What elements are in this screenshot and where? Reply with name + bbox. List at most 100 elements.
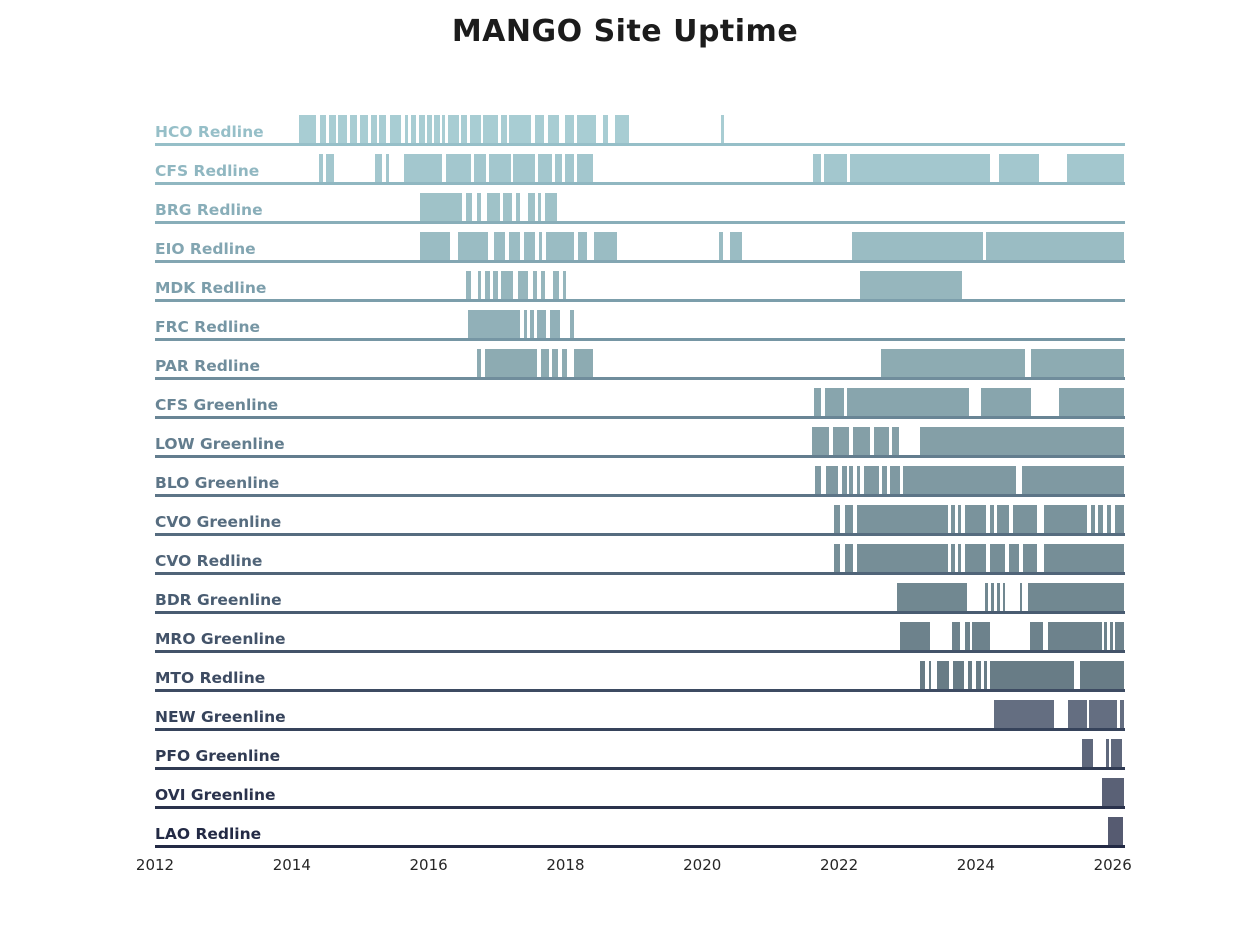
site-label: OVI Greenline: [155, 786, 276, 804]
uptime-bar-segment: [881, 349, 1026, 377]
uptime-bar-segment: [410, 115, 417, 143]
uptime-bar-segment: [967, 661, 973, 689]
site-label: LAO Redline: [155, 825, 262, 843]
row-baseline: [155, 338, 1125, 341]
uptime-bar-segment: [574, 349, 593, 377]
uptime-bar-segment: [371, 115, 378, 143]
uptime-bar-segment: [553, 271, 559, 299]
uptime-bar-segment: [990, 583, 994, 611]
site-label: BDR Greenline: [155, 591, 282, 609]
chart-title: MANGO Site Uptime: [451, 14, 799, 49]
uptime-bar-segment: [549, 310, 560, 338]
uptime-bar-segment: [434, 115, 440, 143]
uptime-bar-segment: [718, 232, 724, 260]
uptime-bar-segment: [1102, 778, 1124, 806]
x-tick-label: 2016: [409, 856, 448, 874]
site-label: MRO Greenline: [155, 630, 286, 648]
uptime-bar-segment: [537, 310, 547, 338]
site-label: CVO Greenline: [155, 513, 282, 531]
uptime-bar-segment: [419, 193, 463, 221]
site-label: EIO Redline: [155, 240, 256, 258]
uptime-bar-segment: [540, 271, 545, 299]
uptime-bar-segment: [349, 115, 357, 143]
uptime-bar-segment: [570, 310, 574, 338]
x-tick-label: 2022: [819, 856, 859, 874]
uptime-bar-segment: [501, 115, 507, 143]
uptime-bar-segment: [523, 232, 536, 260]
uptime-bar-segment: [477, 271, 482, 299]
uptime-bar-segment: [1114, 505, 1125, 533]
uptime-bar-segment: [842, 466, 847, 494]
site-label: HCO Redline: [155, 123, 264, 141]
uptime-bar-segment: [465, 271, 472, 299]
uptime-bar-segment: [476, 193, 482, 221]
uptime-bar-segment: [614, 115, 630, 143]
uptime-bar-segment: [562, 349, 568, 377]
uptime-bar-segment: [390, 115, 402, 143]
uptime-bar-segment: [469, 115, 481, 143]
x-tick-label: 2018: [546, 856, 585, 874]
uptime-bar-segment: [1119, 700, 1124, 728]
uptime-bar-segment: [1008, 544, 1019, 572]
uptime-bar-segment: [889, 466, 900, 494]
uptime-bar-segment: [545, 232, 574, 260]
x-tick-label: 2012: [135, 856, 175, 874]
uptime-bar-segment: [328, 115, 336, 143]
uptime-bar-segment: [999, 154, 1039, 182]
uptime-bar-segment: [964, 622, 970, 650]
row-baseline: [155, 689, 1125, 692]
uptime-bar-segment: [729, 232, 742, 260]
uptime-bar-segment: [849, 466, 854, 494]
uptime-bar-segment: [833, 544, 841, 572]
uptime-bar-segment: [509, 115, 532, 143]
uptime-bar-segment: [1023, 544, 1038, 572]
uptime-bar-segment: [1111, 739, 1122, 767]
uptime-bar-segment: [513, 154, 536, 182]
uptime-bar-segment: [493, 232, 505, 260]
uptime-bar-segment: [928, 661, 932, 689]
x-tick-label: 2026: [1093, 856, 1132, 874]
uptime-bar-segment: [847, 388, 970, 416]
row-baseline: [155, 377, 1125, 380]
uptime-bar-segment: [824, 388, 844, 416]
site-label: BRG Redline: [155, 201, 263, 219]
uptime-bar-segment: [826, 466, 839, 494]
uptime-bar-segment: [952, 661, 965, 689]
uptime-bar-segment: [562, 271, 567, 299]
site-label: PAR Redline: [155, 357, 260, 375]
uptime-bar-segment: [989, 544, 1006, 572]
uptime-bar-segment: [863, 466, 879, 494]
uptime-bar-segment: [404, 115, 409, 143]
uptime-bar-segment: [458, 232, 489, 260]
uptime-bar-segment: [997, 583, 1000, 611]
row-baseline: [155, 767, 1125, 770]
uptime-bar-segment: [936, 661, 950, 689]
uptime-bar-segment: [528, 193, 536, 221]
uptime-bar-segment: [420, 232, 450, 260]
uptime-bar-segment: [1114, 622, 1125, 650]
uptime-bar-segment: [577, 115, 597, 143]
uptime-bar-segment: [873, 427, 889, 455]
x-tick-label: 2020: [683, 856, 722, 874]
row-baseline: [155, 416, 1125, 419]
uptime-bar-segment: [1066, 154, 1125, 182]
uptime-bar-segment: [532, 271, 537, 299]
uptime-bar-segment: [832, 427, 849, 455]
uptime-bar-segment: [379, 115, 387, 143]
uptime-bar-segment: [538, 154, 552, 182]
uptime-bar-segment: [975, 661, 982, 689]
uptime-bar-segment: [508, 232, 520, 260]
uptime-bar-segment: [824, 154, 847, 182]
uptime-bar-segment: [951, 622, 961, 650]
row-baseline: [155, 728, 1125, 731]
uptime-bar-segment: [1059, 388, 1125, 416]
uptime-bar-segment: [811, 427, 830, 455]
uptime-bar-segment: [972, 622, 990, 650]
uptime-bar-segment: [319, 115, 326, 143]
row-baseline: [155, 221, 1125, 224]
row-baseline: [155, 611, 1125, 614]
site-label: BLO Greenline: [155, 474, 280, 492]
uptime-bar-segment: [319, 154, 324, 182]
uptime-bar-segment: [565, 154, 574, 182]
